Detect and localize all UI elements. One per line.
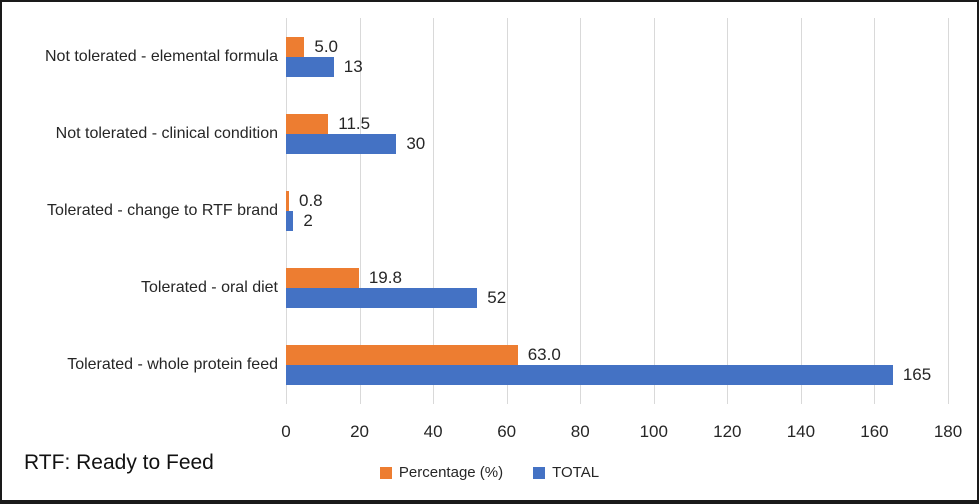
category-label: Not tolerated - clinical condition [55, 124, 278, 142]
bar-total [286, 211, 294, 231]
category-axis-labels: Not tolerated - elemental formula Not tol… [8, 18, 278, 404]
x-axis-tick-label: 0 [281, 422, 291, 441]
bar-value-label: 13 [343, 56, 363, 76]
gridline [580, 18, 582, 404]
bar-value-label: 63.0 [527, 345, 561, 365]
gridline [948, 18, 949, 404]
legend-label: TOTAL [552, 464, 600, 481]
bar-value-label: 11.5 [338, 113, 371, 133]
gridline [433, 18, 435, 404]
legend-swatch-icon [533, 466, 546, 479]
x-axis-tick-label: 40 [423, 422, 443, 441]
gridline [506, 18, 508, 404]
bar-percentage [286, 113, 329, 134]
x-axis-tick-label: 180 [933, 422, 963, 441]
bar-percentage [286, 36, 305, 57]
gridline [727, 18, 729, 404]
bar-total [286, 133, 397, 154]
category-label: Tolerated - oral diet [141, 279, 278, 297]
category-label: Not tolerated - elemental formula [45, 47, 278, 65]
legend-item: Percentage (%) [379, 464, 504, 481]
gridline [874, 18, 876, 404]
legend-item: TOTAL [533, 464, 599, 481]
category-label: Tolerated - whole protein feed [67, 356, 278, 374]
gridline [359, 18, 361, 404]
bar-percentage [286, 268, 359, 289]
bar-value-label: 19.8 [368, 268, 402, 288]
bar-value-label: 30 [406, 133, 426, 153]
x-axis-tick-label: 160 [860, 422, 889, 441]
gridline [653, 18, 655, 404]
legend: Percentage (%) TOTAL [2, 464, 977, 481]
footnote: RTF: Ready to Feed [24, 451, 214, 474]
x-axis-tick-label: 140 [786, 422, 816, 441]
bar-total [286, 365, 893, 386]
x-axis-tick-label: 100 [639, 422, 668, 441]
bar-percentage [286, 345, 518, 366]
x-axis-tick-label: 60 [497, 422, 517, 441]
x-axis-tick-label: 20 [350, 422, 370, 441]
bar-value-label: 0.8 [299, 191, 323, 210]
x-axis-tick-labels: 0 20 40 60 80 100 120 140 160 180 [2, 422, 977, 444]
legend-label: Percentage (%) [398, 464, 504, 481]
bar-percentage [286, 191, 289, 211]
bar-value-label: 5.0 [314, 36, 339, 56]
bar-value-label: 165 [902, 365, 932, 385]
bar-value-label: 52 [487, 288, 507, 308]
x-axis-tick-label: 120 [713, 422, 742, 441]
legend-swatch-icon [379, 466, 392, 479]
chart-plot-area: 5.0 13 11.5 30 0.8 2 19.8 52 63.0 165 [286, 18, 949, 404]
bar-total [286, 56, 334, 77]
bar-total [286, 288, 478, 309]
category-label: Tolerated - change to RTF brand [47, 202, 278, 219]
x-axis-tick-label: 80 [570, 422, 590, 441]
bar-value-label: 2 [303, 211, 313, 230]
gridline [800, 18, 802, 404]
